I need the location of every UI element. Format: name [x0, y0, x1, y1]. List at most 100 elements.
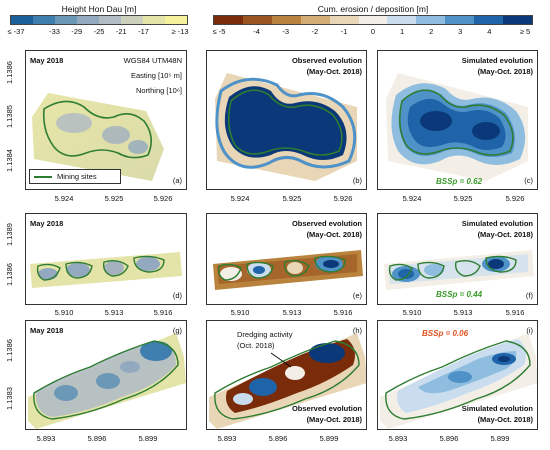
easting-label: Easting [10⁵ m]: [130, 71, 182, 80]
row1-c-xtick-1: 5.925: [453, 194, 473, 203]
colorbar-tick-label: -3: [282, 27, 290, 36]
panel-h-map: [209, 333, 366, 429]
crs-label: WGS84 UTM48N: [123, 56, 182, 65]
row1-ytick-1: 1.1385: [5, 105, 14, 128]
panel-g-letter: (g): [172, 326, 182, 335]
dredging-pointer: [270, 352, 292, 368]
row1-b-xtick-0: 5.924: [230, 194, 250, 203]
row3-i-xtick-2: 5.899: [490, 434, 510, 443]
panel-h-title-2: (May-Oct. 2018): [306, 415, 362, 424]
colorbar-swatch: [387, 16, 417, 24]
row2-e-xtick-1: 5.913: [282, 308, 302, 317]
colorbar-swatch: [242, 16, 272, 24]
panel-c-bss: BSSp = 0.62: [436, 177, 483, 186]
colorbar-tick-label: 2: [429, 27, 434, 36]
row1-ytick-0: 1.1384: [5, 149, 14, 172]
colorbar-tick-label: 1: [399, 27, 405, 36]
row2-e-xtick-0: 5.910: [230, 308, 250, 317]
panel-b-title-1: Observed evolution: [291, 56, 362, 65]
panel-i-bss: BSSp = 0.06: [422, 329, 469, 338]
colorbar-swatch: [33, 16, 55, 24]
panel-e-title-1: Observed evolution: [291, 219, 362, 228]
colorbar-swatch: [165, 16, 187, 24]
row3-h-xtick-0: 5.893: [217, 434, 237, 443]
colorbar-tick-label: ≤ -5: [212, 27, 226, 36]
panel-b-map: [215, 73, 357, 181]
panel-d-letter: (d): [172, 291, 182, 300]
colorbar-tick-label: -21: [115, 27, 127, 36]
colorbar-swatch: [55, 16, 77, 24]
panel-c-title-1: Simulated evolution: [461, 56, 533, 65]
row3-i-xtick-0: 5.893: [388, 434, 408, 443]
legend-box: Mining sites: [29, 169, 121, 184]
panel-i-title-1: Simulated evolution: [461, 404, 533, 413]
colorbar-swatch: [358, 16, 388, 24]
row3-ytick-1: 1.1386: [5, 339, 14, 362]
mining-sites-legend-line: [34, 175, 52, 178]
colorbar-tick-label: 4: [487, 27, 492, 36]
colorbar-swatch: [503, 16, 532, 24]
panel-d: May 2018 (d): [25, 213, 187, 305]
colorbar-swatch: [271, 16, 301, 24]
row2-ytick-0: 1.1386: [5, 263, 14, 286]
row3-h-xtick-2: 5.899: [319, 434, 339, 443]
row2-e-xtick-2: 5.916: [333, 308, 353, 317]
panel-f: Simulated evolution (May-Oct. 2018) BSSp…: [377, 213, 538, 305]
panel-h-title-1: Observed evolution: [291, 404, 362, 413]
panel-g: May 2018 (g): [25, 320, 187, 430]
colorbar-swatch: [11, 16, 33, 24]
colorbar-swatch: [329, 16, 359, 24]
row1-c-xtick-2: 5.926: [505, 194, 525, 203]
row2-f-xtick-2: 5.916: [505, 308, 525, 317]
panel-a-letter: (a): [172, 176, 182, 185]
dredging-label-1: Dredging activity: [237, 330, 293, 339]
height-colorbar: [10, 15, 188, 25]
panel-c-map: [386, 73, 528, 181]
colorbar-swatch: [214, 16, 243, 24]
colorbar-swatch: [143, 16, 165, 24]
panel-b: Observed evolution (May-Oct. 2018) (b): [206, 50, 367, 190]
colorbar-tick-label: -1: [340, 27, 348, 36]
panel-c-letter: (c): [524, 176, 533, 185]
panel-b-title-2: (May-Oct. 2018): [306, 67, 362, 76]
row3-g-xtick-2: 5.899: [138, 434, 158, 443]
colorbar-swatch: [99, 16, 121, 24]
panel-h: Dredging activity (Oct. 2018) (h) Observ…: [206, 320, 367, 430]
row3-h-xtick-1: 5.896: [268, 434, 288, 443]
panel-e-title-2: (May-Oct. 2018): [306, 230, 362, 239]
row3-ytick-0: 1.1383: [5, 387, 14, 410]
row3-g-xtick-1: 5.896: [87, 434, 107, 443]
row2-f-xtick-0: 5.910: [402, 308, 422, 317]
erosion-colorbar-title: Cum. erosion / deposition [m]: [317, 4, 429, 14]
row3-i-xtick-1: 5.896: [439, 434, 459, 443]
panel-f-map: [384, 250, 534, 290]
dredging-label-2: (Oct. 2018): [237, 341, 275, 350]
legend-label: Mining sites: [57, 172, 97, 181]
panel-e-map: [213, 250, 363, 290]
row1-a-xtick-0: 5.924: [54, 194, 74, 203]
panel-a: May 2018 WGS84 UTM48N Easting [10⁵ m] No…: [25, 50, 187, 190]
northing-label: Northing [10⁶]: [135, 86, 182, 95]
colorbar-swatch: [474, 16, 504, 24]
row1-b-xtick-1: 5.925: [282, 194, 302, 203]
colorbar-tick-label: -25: [93, 27, 105, 36]
row2-d-xtick-0: 5.910: [54, 308, 74, 317]
colorbar-swatch: [445, 16, 475, 24]
panel-i-title-2: (May-Oct. 2018): [477, 415, 533, 424]
row2-d-xtick-2: 5.916: [153, 308, 173, 317]
colorbar-tick-label: ≤ -37: [7, 27, 25, 36]
row1-b-xtick-2: 5.926: [333, 194, 353, 203]
panel-i: BSSp = 0.06 (i) Simulated evolution (May…: [377, 320, 538, 430]
panel-h-letter: (h): [352, 326, 362, 335]
row2-d-xtick-1: 5.913: [104, 308, 124, 317]
colorbar-tick-label: -2: [311, 27, 319, 36]
colorbar-swatch: [121, 16, 143, 24]
colorbar-tick-label: 0: [370, 27, 376, 36]
row1-a-xtick-2: 5.926: [153, 194, 173, 203]
panel-i-letter: (i): [526, 326, 533, 335]
panel-f-bss: BSSp = 0.44: [436, 290, 483, 299]
row2-ytick-1: 1.1389: [5, 223, 14, 246]
row1-c-xtick-0: 5.924: [402, 194, 422, 203]
panel-e-letter: (e): [352, 291, 362, 300]
panel-i-map: [380, 333, 537, 429]
